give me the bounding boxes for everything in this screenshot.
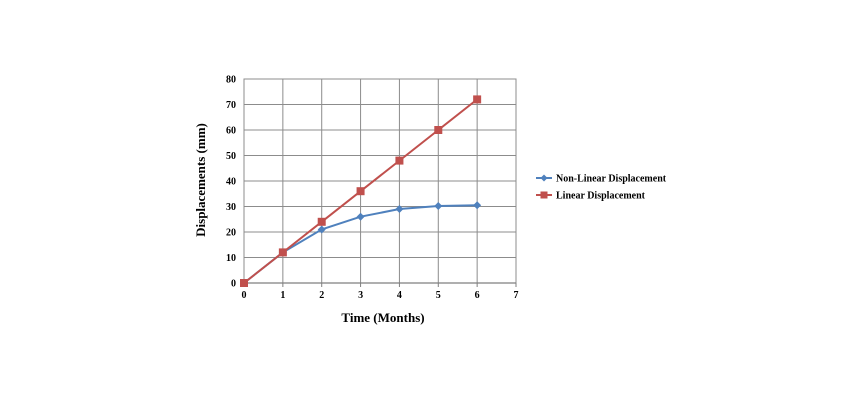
x-tick-label: 5 (436, 290, 441, 301)
x-tick-label: 3 (358, 290, 363, 301)
data-point-square (278, 248, 287, 257)
y-tick-label: 60 (226, 126, 236, 137)
x-axis-title: Time (Months) (341, 310, 424, 325)
data-point-diamond (395, 205, 404, 214)
data-point-square (356, 187, 365, 196)
x-tick-label: 6 (475, 290, 480, 301)
x-tick-label: 0 (242, 290, 247, 301)
grid-lines (243, 78, 517, 284)
plot-frame (243, 78, 517, 287)
x-tick-label: 7 (514, 290, 519, 301)
y-tick-label: 20 (226, 228, 236, 239)
y-tick-label: 0 (231, 279, 236, 290)
series-layer (240, 95, 482, 287)
data-point-square (317, 217, 326, 226)
series-2 (240, 95, 482, 287)
y-axis-title: Displacements (mm) (193, 123, 208, 237)
x-tick-label: 4 (397, 290, 402, 301)
x-tick-labels: 0 1 2 3 4 5 6 7 (242, 290, 519, 301)
data-point-square (473, 95, 482, 104)
legend: Non-Linear Displacement Linear Displaceme… (536, 174, 667, 202)
y-tick-label: 40 (226, 177, 236, 188)
legend-item: Linear Displacement (536, 191, 646, 202)
legend-item: Non-Linear Displacement (536, 174, 667, 185)
data-point-diamond (434, 201, 443, 210)
legend-square-marker (540, 191, 548, 199)
y-tick-label: 50 (226, 151, 236, 162)
data-point-diamond (317, 225, 326, 234)
x-tick-label: 1 (280, 290, 285, 301)
data-point-square (240, 279, 248, 287)
y-tick-label: 30 (226, 202, 236, 213)
legend-label: Non-Linear Displacement (556, 174, 667, 185)
legend-diamond-marker (540, 174, 548, 182)
x-tick-label: 2 (319, 290, 324, 301)
y-tick-label: 10 (226, 253, 236, 264)
data-point-square (395, 156, 404, 165)
y-tick-labels: 0 10 20 30 40 50 60 70 80 (226, 75, 236, 290)
legend-label: Linear Displacement (556, 191, 646, 202)
y-tick-label: 70 (226, 100, 236, 111)
y-tick-label: 80 (226, 75, 236, 86)
data-point-diamond (473, 201, 482, 210)
data-point-square (434, 126, 443, 134)
data-point-diamond (356, 212, 365, 221)
